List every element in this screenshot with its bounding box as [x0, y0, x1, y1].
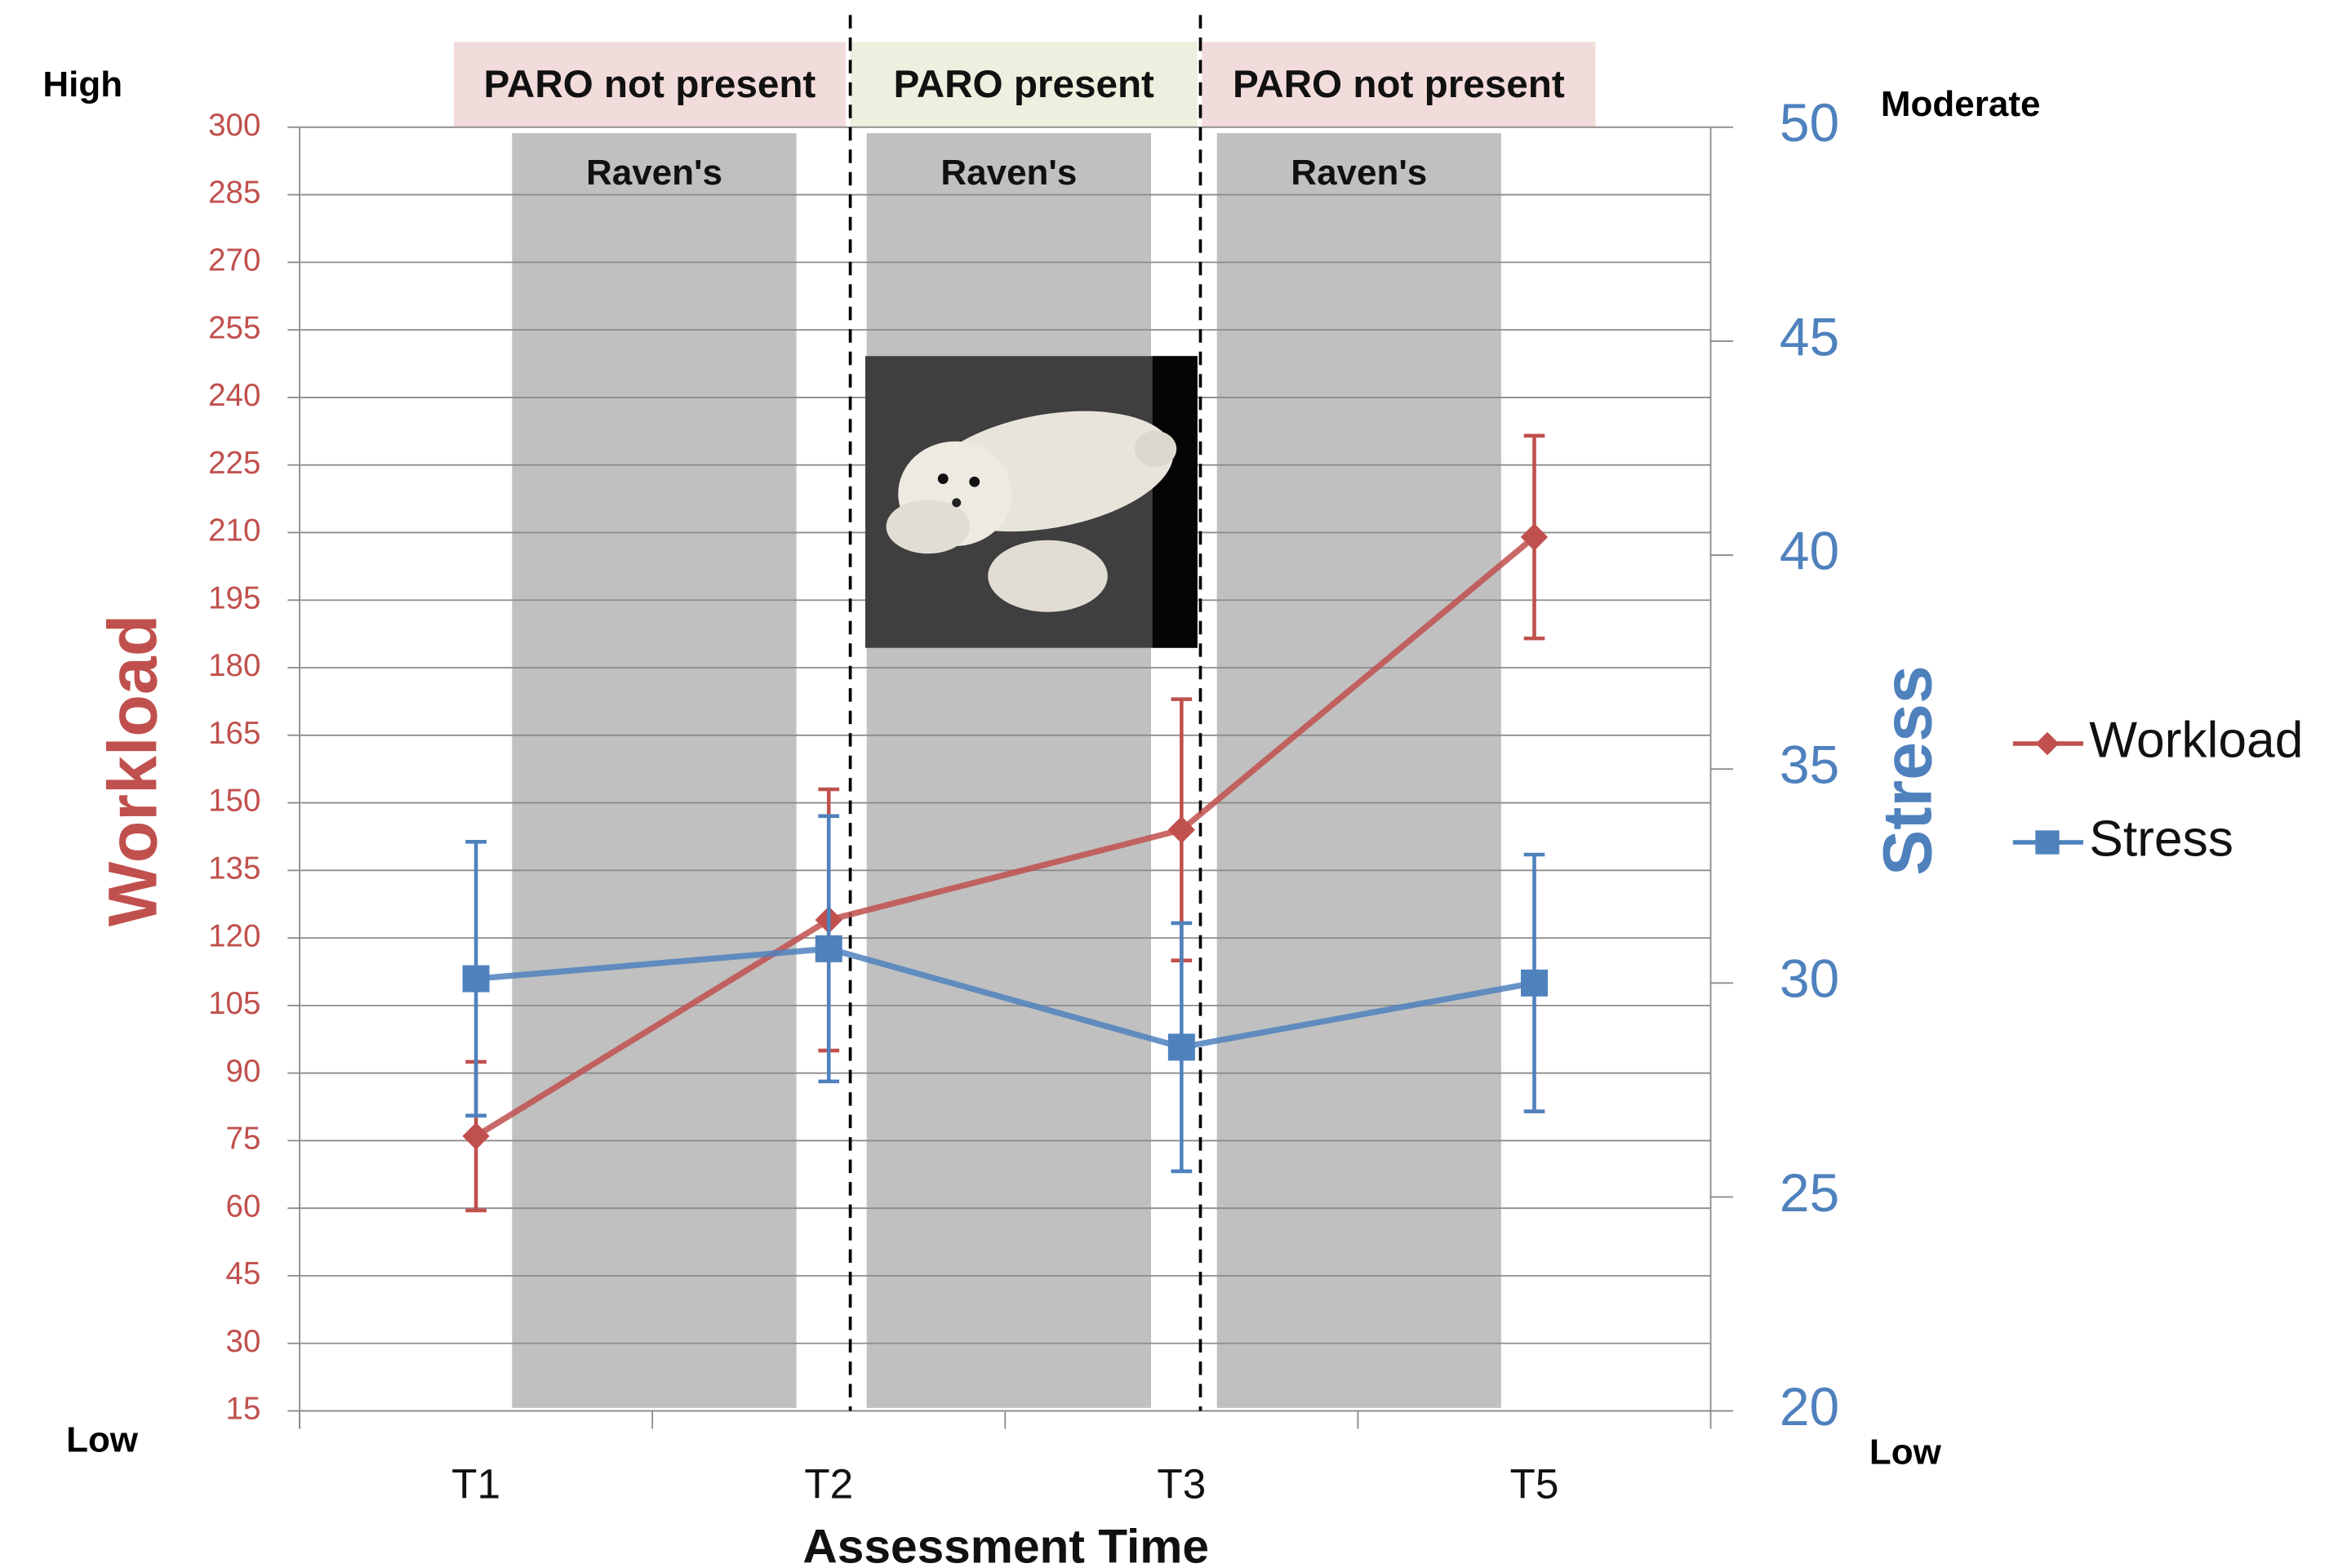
y2-tick-label: 30 — [1780, 948, 1839, 1009]
region-header-box — [1202, 42, 1596, 127]
x-axis-title: Assessment Time — [802, 1521, 1209, 1568]
y-tick-label: 90 — [226, 1054, 261, 1089]
photo-edge — [1152, 356, 1198, 648]
seal-flipper — [886, 500, 971, 554]
seal-eye — [937, 473, 949, 484]
task-band — [1216, 133, 1501, 1408]
y-tick-label: 240 — [208, 378, 260, 413]
y2-tick-label: 40 — [1780, 520, 1839, 580]
y-tick-label: 45 — [226, 1256, 261, 1291]
y-tick-label: 30 — [226, 1324, 261, 1359]
y-tick-label: 120 — [208, 918, 260, 953]
x-tick-label: T5 — [1510, 1461, 1559, 1508]
seal-flipper — [988, 540, 1108, 612]
region-label: PARO present — [893, 63, 1154, 106]
y-tick-label: 270 — [208, 243, 260, 278]
x-tick-label: T3 — [1157, 1461, 1206, 1508]
series-line — [474, 535, 1536, 1139]
y-tick-label: 135 — [208, 851, 260, 886]
y2-high-label: Moderate — [1881, 84, 2041, 124]
seal-tail — [1134, 430, 1177, 467]
data-marker — [1167, 815, 1196, 844]
y-tick-label: 150 — [208, 784, 260, 819]
y-tick-label: 165 — [208, 716, 260, 751]
y-tick-label: 75 — [226, 1122, 261, 1157]
seal-eye — [969, 476, 980, 487]
legend-label: Workload — [2089, 712, 2303, 768]
region-header-box — [453, 42, 847, 127]
y2-low-label: Low — [1869, 1432, 1942, 1472]
y2-tick-label: 35 — [1780, 735, 1839, 795]
data-marker — [1520, 969, 1548, 997]
task-label: Raven's — [586, 153, 722, 193]
paro-photo — [865, 356, 1198, 648]
region-header-box — [850, 42, 1198, 127]
y-tick-label: 255 — [208, 310, 260, 345]
data-marker — [815, 935, 842, 962]
y-tick-label: 210 — [208, 513, 260, 549]
y-tick-label: 60 — [226, 1188, 261, 1224]
legend-marker — [2035, 731, 2060, 756]
y-low-label: Low — [66, 1420, 139, 1460]
y2-tick-label: 20 — [1780, 1376, 1839, 1437]
y-tick-label: 300 — [208, 108, 260, 143]
task-label: Raven's — [1291, 153, 1427, 193]
background-layer — [453, 42, 1596, 1408]
y2-tick-label: 25 — [1780, 1162, 1839, 1223]
legend-marker — [2035, 830, 2060, 855]
task-band — [866, 133, 1152, 1408]
legend-label: Stress — [2089, 811, 2234, 867]
y-tick-label: 285 — [208, 175, 260, 211]
y-tick-label: 225 — [208, 446, 260, 481]
y2-tick-label: 45 — [1780, 306, 1839, 366]
y-tick-label: 105 — [208, 986, 260, 1021]
y-high-label: High — [42, 64, 122, 104]
y-axis-title: Workload — [94, 615, 171, 927]
task-label: Raven's — [940, 153, 1077, 193]
y-tick-label: 195 — [208, 580, 260, 615]
data-marker — [1520, 523, 1549, 551]
region-label: PARO not present — [1233, 63, 1565, 106]
region-label: PARO not present — [484, 63, 816, 106]
seal-nose — [952, 498, 962, 508]
data-marker — [462, 965, 490, 993]
data-marker — [462, 1122, 490, 1150]
y2-tick-label: 50 — [1780, 92, 1839, 153]
y-tick-label: 15 — [226, 1392, 261, 1427]
x-tick-label: T1 — [451, 1461, 500, 1508]
x-tick-label: T2 — [804, 1461, 853, 1508]
series-line — [475, 945, 1536, 1051]
y2-axis-title: Stress — [1869, 665, 1945, 876]
data-marker — [1167, 1033, 1195, 1061]
y-tick-label: 180 — [208, 648, 260, 683]
task-band — [512, 133, 797, 1408]
